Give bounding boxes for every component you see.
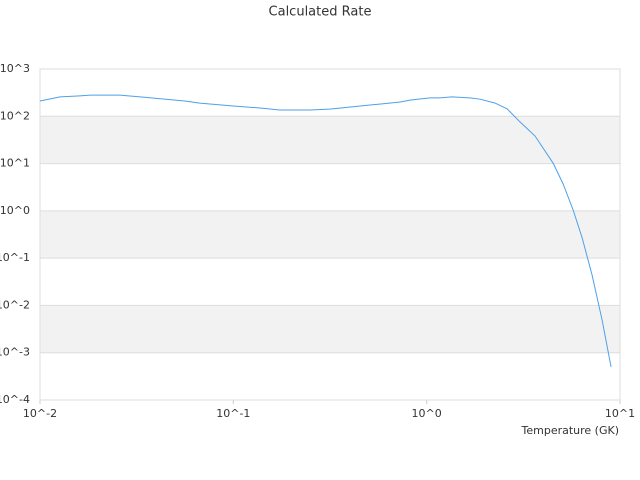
data-line [39,94,612,368]
x-tick-label: 10^1 [605,407,635,420]
x-tick-label: 10^-2 [23,407,57,420]
chart-title: Calculated Rate [269,5,372,20]
x-axis-label: Temperature (GK) [521,424,620,437]
x-tick-label: 10^-1 [216,407,250,420]
y-tick-label: 10^-1 [0,251,30,264]
y-tick-label: 10^-3 [0,346,30,359]
y-tick-label: 10^3 [0,62,30,75]
grid-band [40,210,620,259]
x-tick-label: 10^0 [412,407,442,420]
grid-band [40,305,620,353]
y-tick-label: 10^1 [0,157,30,170]
y-tick-label: 10^-2 [0,298,30,311]
plot-frame [39,68,621,401]
y-tick-label: 10^-4 [0,393,30,406]
y-tick-label: 10^2 [0,109,30,122]
y-tick-label: 10^0 [0,204,30,217]
grid-band [40,116,620,164]
